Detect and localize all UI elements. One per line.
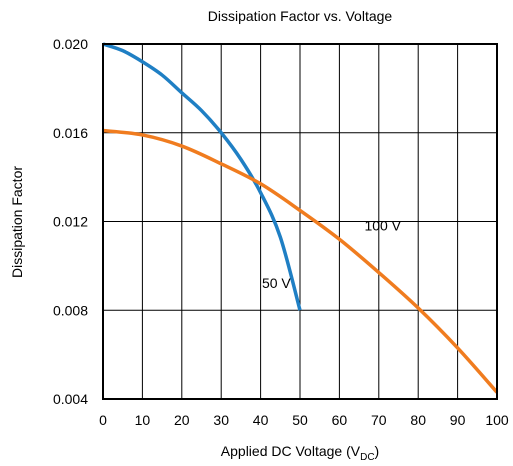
series-line-100v bbox=[102, 128, 499, 394]
x-axis-label: Applied DC Voltage (VDC) bbox=[221, 443, 379, 463]
x-tick-label: 70 bbox=[371, 412, 387, 428]
x-tick-label: 100 bbox=[485, 412, 509, 428]
y-axis-label: Dissipation Factor bbox=[9, 166, 25, 278]
x-tick-label: 90 bbox=[450, 412, 466, 428]
x-tick-label: 10 bbox=[135, 412, 151, 428]
x-tick-label: 60 bbox=[332, 412, 348, 428]
x-tick-label: 30 bbox=[213, 412, 229, 428]
series-annotation: 100 V bbox=[364, 217, 401, 233]
annotations: 50 V 100 V bbox=[262, 217, 402, 291]
y-tick-label: 0.016 bbox=[53, 125, 88, 141]
x-axis-label-main: Applied DC Voltage (V bbox=[221, 443, 361, 459]
x-axis-label-end: ) bbox=[375, 443, 380, 459]
series-line-50v bbox=[102, 42, 302, 311]
y-tick-label: 0.020 bbox=[53, 36, 88, 52]
grid bbox=[102, 43, 498, 400]
x-tick-labels: 0 10 20 30 40 50 60 70 80 90 100 bbox=[99, 412, 509, 428]
chart-title: Dissipation Factor vs. Voltage bbox=[208, 8, 393, 24]
series-annotation: 50 V bbox=[262, 275, 291, 291]
y-tick-label: 0.008 bbox=[53, 302, 88, 318]
y-tick-label: 0.004 bbox=[53, 391, 88, 407]
x-axis-label-subscript: DC bbox=[360, 452, 374, 463]
x-tick-label: 50 bbox=[292, 412, 308, 428]
x-tick-label: 20 bbox=[174, 412, 190, 428]
curves bbox=[102, 42, 499, 394]
y-tick-label: 0.012 bbox=[53, 214, 88, 230]
x-tick-label: 40 bbox=[253, 412, 269, 428]
x-tick-label: 80 bbox=[410, 412, 426, 428]
x-tick-label: 0 bbox=[99, 412, 107, 428]
plot-frame bbox=[102, 43, 498, 400]
y-tick-labels: 0.004 0.008 0.012 0.016 0.020 bbox=[53, 36, 88, 407]
